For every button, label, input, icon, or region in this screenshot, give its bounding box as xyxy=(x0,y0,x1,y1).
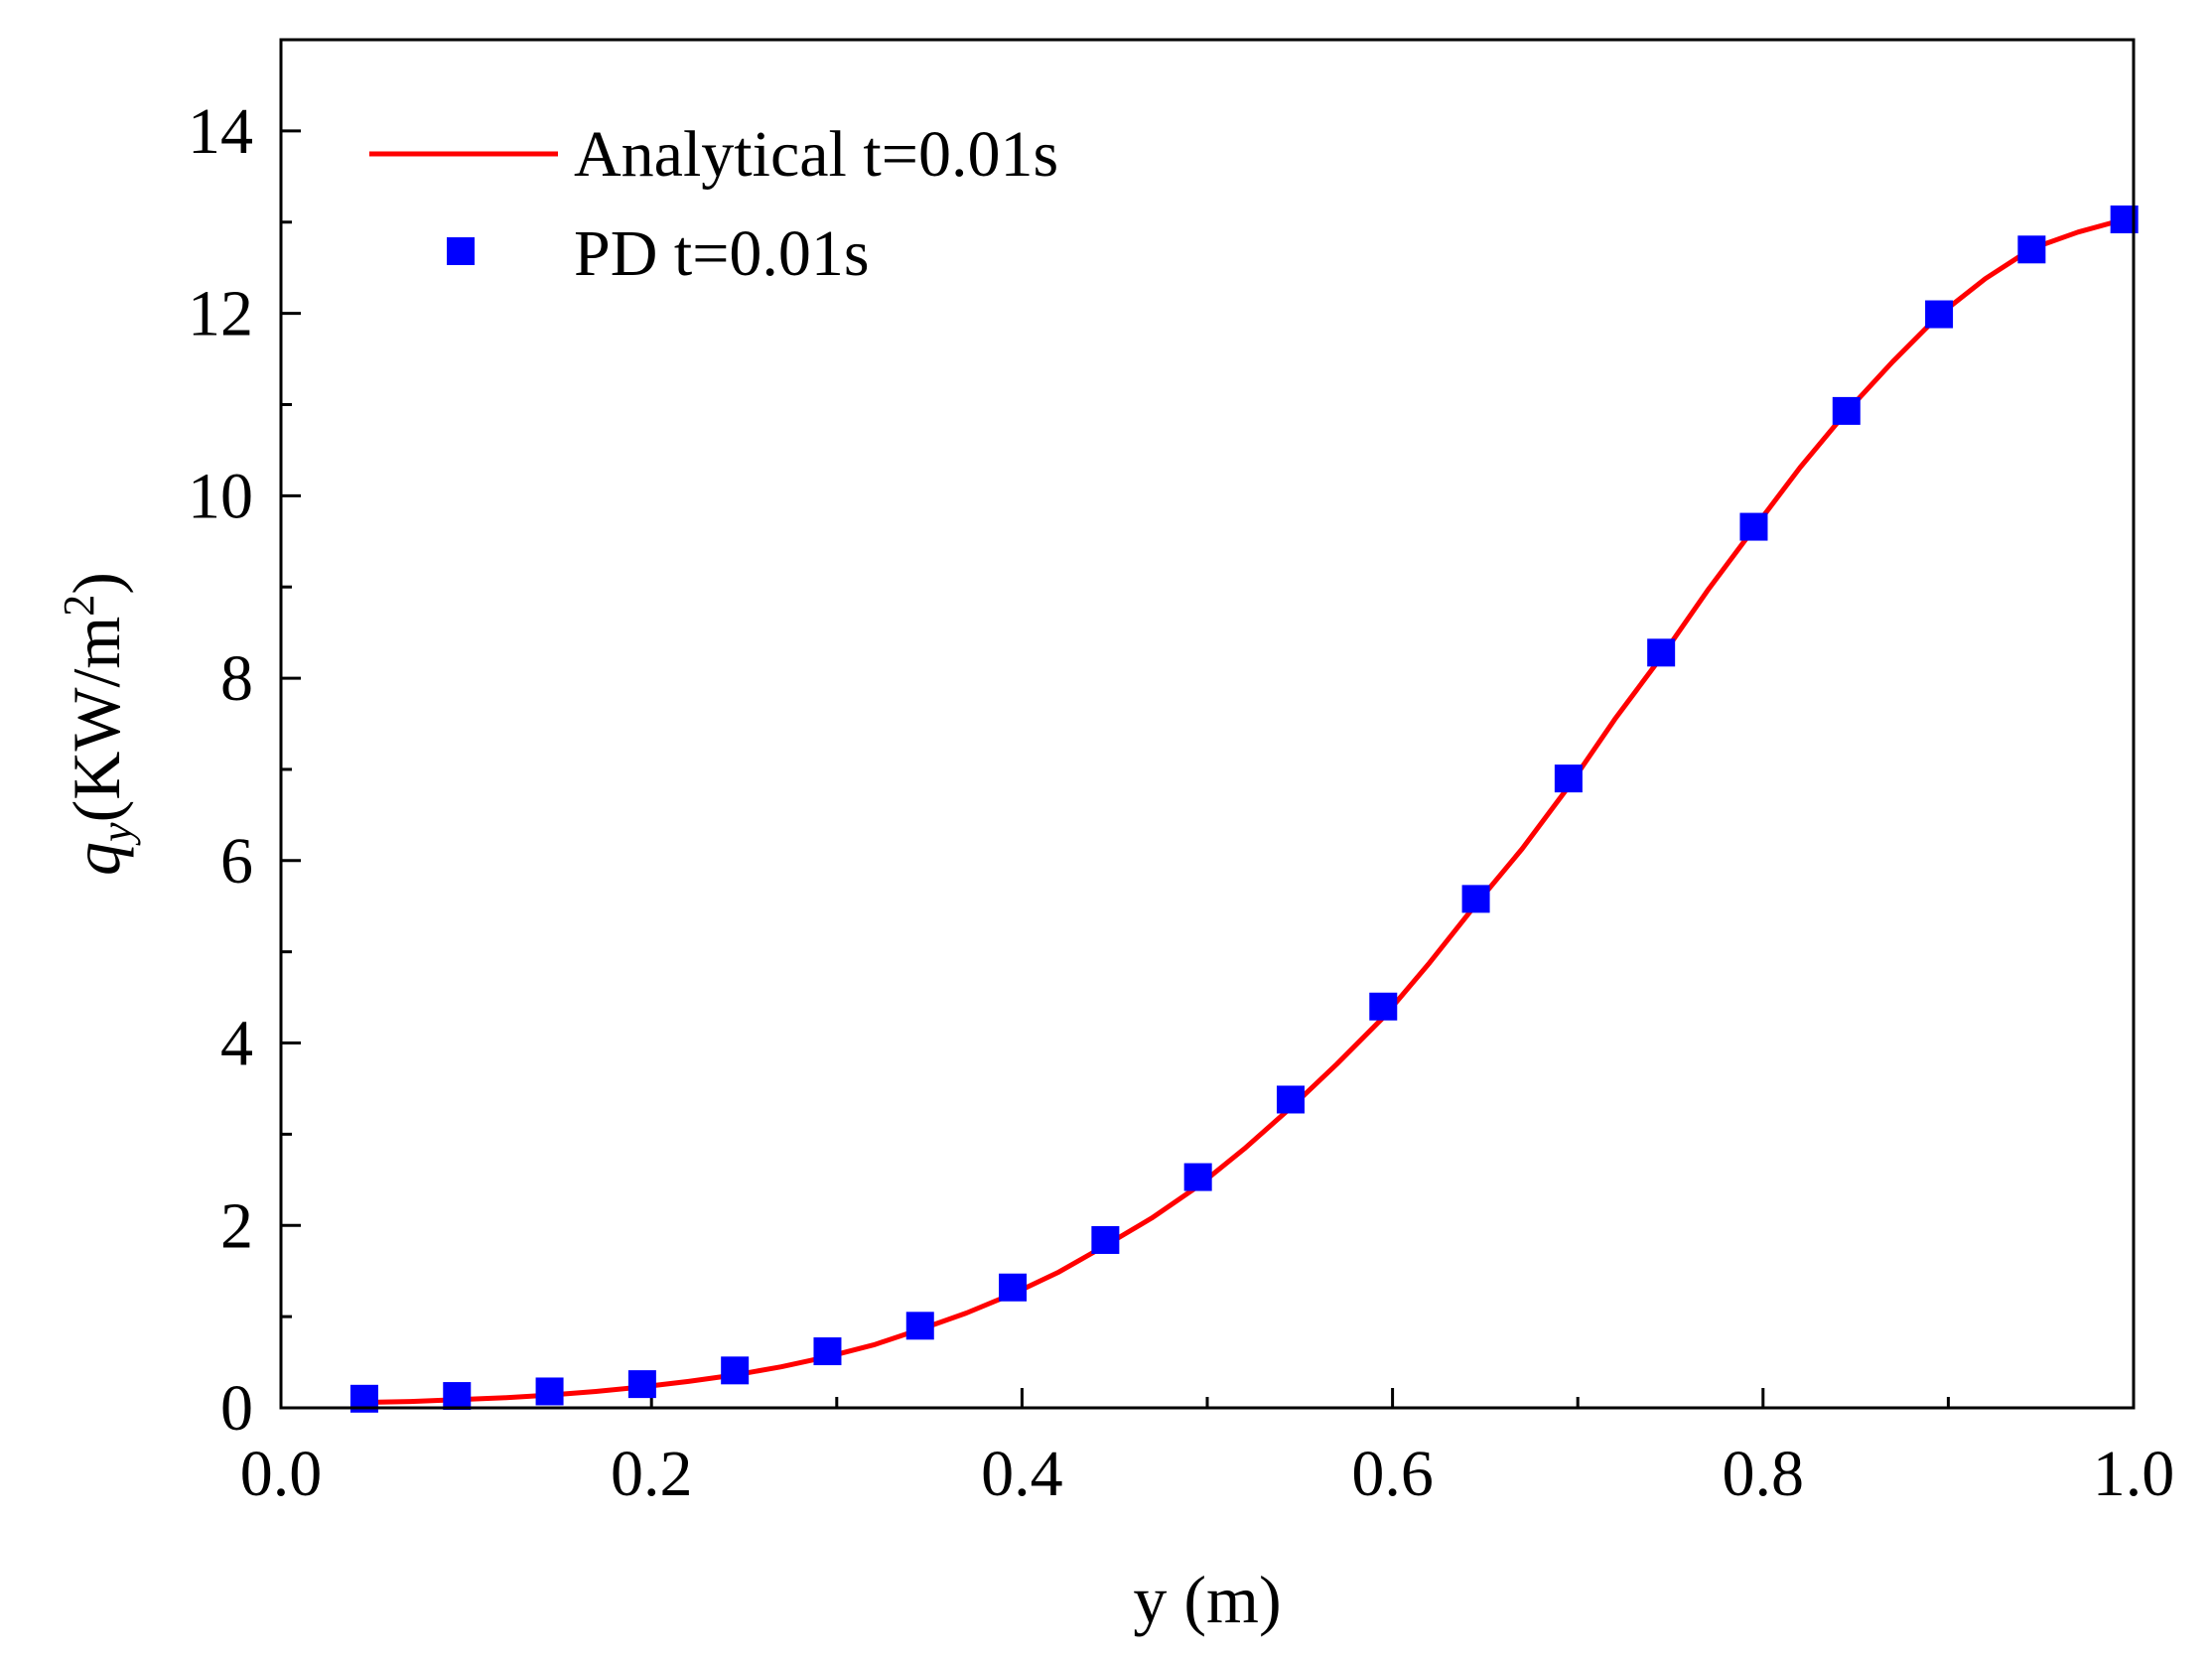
y-axis-symbol: q xyxy=(59,842,134,876)
pd-marker xyxy=(1739,512,1768,541)
analytical-line xyxy=(363,216,2126,1405)
pd-marker xyxy=(1925,300,1954,329)
x-axis-title: y (m) xyxy=(1133,1562,1281,1637)
pd-marker xyxy=(1183,1163,1212,1191)
pd-marker xyxy=(1369,992,1398,1021)
legend-label-analytical: Analytical t=0.01s xyxy=(574,118,1058,191)
plot-frame xyxy=(279,38,2136,1410)
series-layer xyxy=(349,205,2139,1413)
y-tick-label: 10 xyxy=(188,460,253,532)
pd-marker xyxy=(443,1382,472,1411)
pd-marker xyxy=(2017,235,2046,264)
y-tick-label: 14 xyxy=(188,95,253,168)
pd-marker xyxy=(999,1273,1028,1302)
y-axis-unit-close: ) xyxy=(59,572,134,595)
x-tick-label: 0.4 xyxy=(981,1438,1063,1510)
y-axis-subscript: y xyxy=(92,822,141,846)
pd-marker xyxy=(813,1337,842,1366)
pd-marker xyxy=(1276,1085,1305,1114)
legend: Analytical t=0.01s PD t=0.01s xyxy=(369,118,1058,290)
x-tick-label: 0.0 xyxy=(240,1438,323,1510)
y-axis-unit-open: (KW/m xyxy=(59,617,134,823)
y-tick-label: 4 xyxy=(220,1008,253,1080)
pd-marker xyxy=(1554,764,1583,793)
pd-marker xyxy=(535,1377,564,1406)
pd-marker xyxy=(627,1370,656,1399)
x-tick-label: 0.2 xyxy=(611,1438,693,1510)
x-tick-label: 0.6 xyxy=(1351,1438,1434,1510)
legend-marker-swatch xyxy=(447,237,475,265)
pd-marker xyxy=(1647,638,1676,667)
ticks-layer: 0.0 0.2 0.4 0.6 0.8 1.0 0 2 4 6 8 10 12 14 xyxy=(188,38,2175,1510)
pd-marker xyxy=(905,1312,934,1340)
pd-marker xyxy=(1461,885,1490,913)
pd-marker xyxy=(1832,396,1861,425)
y-axis-superscript: 2 xyxy=(55,595,103,617)
legend-label-pd: PD t=0.01s xyxy=(574,217,870,290)
y-tick-label: 6 xyxy=(220,825,253,898)
x-tick-label: 1.0 xyxy=(2093,1438,2175,1510)
x-tick-label: 0.8 xyxy=(1723,1438,1805,1510)
pd-marker xyxy=(1091,1225,1120,1254)
y-tick-label: 2 xyxy=(220,1189,253,1262)
y-tick-label: 0 xyxy=(220,1372,253,1445)
y-tick-label: 12 xyxy=(188,278,253,350)
y-tick-label: 8 xyxy=(220,642,253,715)
y-axis-title: qy(KW/m2) xyxy=(55,572,141,876)
pd-marker xyxy=(721,1356,750,1385)
